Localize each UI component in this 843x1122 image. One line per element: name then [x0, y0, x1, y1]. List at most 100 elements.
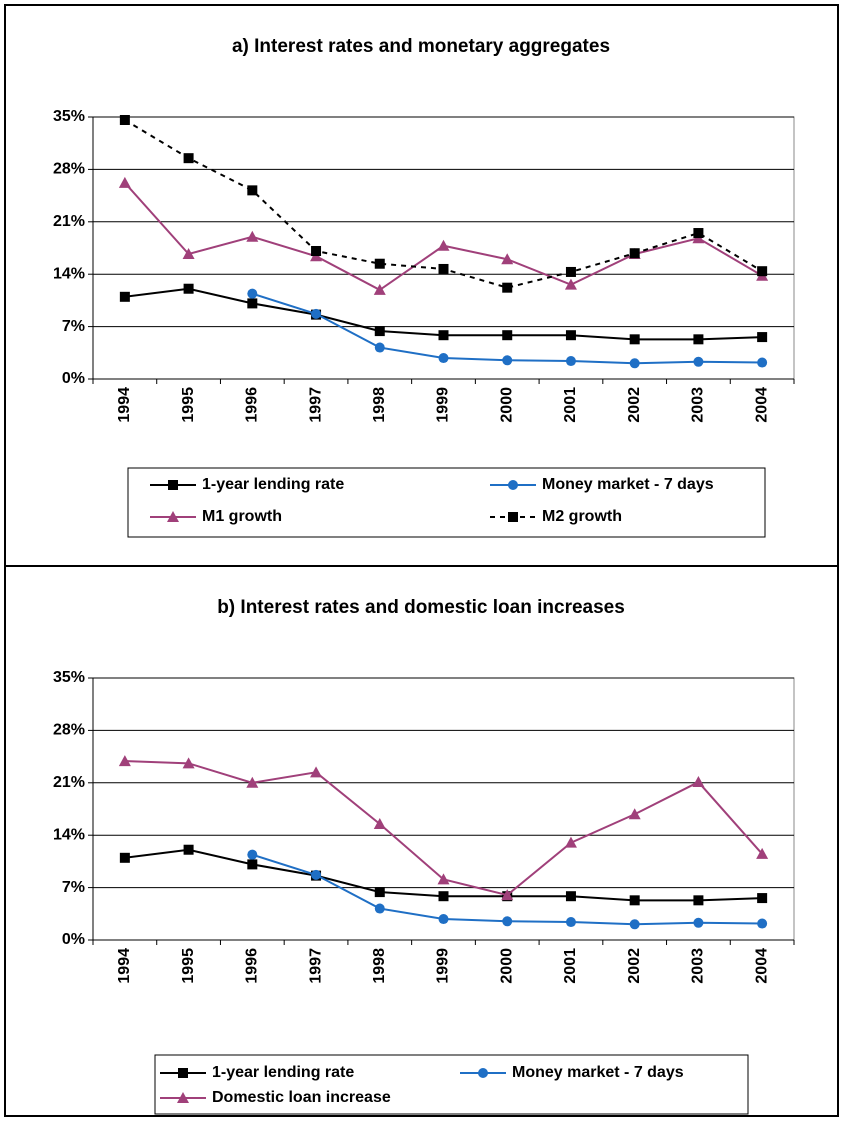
marker [182, 247, 195, 259]
x-tick-label: 2002 [626, 948, 643, 984]
marker [246, 776, 259, 788]
marker [438, 353, 449, 364]
marker [693, 228, 704, 239]
y-tick-label: 28% [53, 722, 85, 739]
chart-title: a) Interest rates and monetary aggregate… [232, 36, 610, 57]
legend-label: M1 growth [202, 508, 282, 525]
y-tick-label: 35% [53, 108, 85, 125]
marker [438, 263, 449, 274]
x-tick-label: 1999 [435, 387, 452, 423]
marker [565, 917, 576, 928]
marker [629, 895, 640, 906]
marker [183, 153, 194, 164]
x-tick-label: 1997 [307, 948, 324, 984]
y-tick-label: 35% [53, 669, 85, 686]
marker [310, 766, 323, 778]
marker [438, 914, 449, 925]
marker [177, 1092, 189, 1103]
marker [311, 308, 322, 319]
marker [501, 253, 514, 265]
x-tick-label: 1997 [307, 387, 324, 423]
marker [118, 755, 131, 767]
marker [311, 245, 322, 256]
x-tick-label: 1994 [116, 948, 133, 984]
marker [478, 1068, 488, 1078]
x-tick-label: 1999 [435, 948, 452, 984]
marker [437, 239, 450, 251]
marker [693, 917, 704, 928]
legend-label: Money market - 7 days [542, 476, 714, 493]
marker [756, 847, 769, 859]
y-tick-label: 7% [62, 318, 85, 335]
legend [127, 467, 766, 538]
legend-label: Domestic loan increase [212, 1089, 391, 1106]
marker [502, 282, 513, 293]
x-tick-label: 1998 [371, 948, 388, 984]
marker [508, 512, 518, 522]
marker [437, 873, 450, 885]
y-tick-label: 14% [53, 265, 85, 282]
marker [757, 266, 768, 277]
marker [168, 480, 178, 490]
marker [119, 852, 130, 863]
marker [247, 185, 258, 196]
marker [565, 330, 576, 341]
marker [438, 891, 449, 902]
marker [692, 776, 705, 788]
x-tick-label: 2000 [498, 387, 515, 423]
x-tick-label: 2000 [498, 948, 515, 984]
marker [374, 326, 385, 337]
marker [757, 332, 768, 343]
x-tick-label: 2001 [562, 387, 579, 423]
y-tick-label: 28% [53, 161, 85, 178]
marker [247, 849, 258, 860]
x-tick-label: 1995 [180, 948, 197, 984]
marker [629, 334, 640, 345]
x-tick-label: 2003 [690, 387, 707, 423]
x-tick-label: 2002 [626, 387, 643, 423]
marker [182, 757, 195, 769]
marker [629, 919, 640, 930]
marker [246, 230, 259, 242]
marker [183, 283, 194, 294]
marker [502, 916, 513, 927]
marker [564, 836, 577, 848]
marker [119, 114, 130, 125]
y-tick-label: 0% [62, 931, 85, 948]
x-tick-label: 2004 [753, 387, 770, 423]
marker [374, 903, 385, 914]
marker [373, 283, 386, 295]
x-tick-label: 1998 [371, 387, 388, 423]
marker [629, 248, 640, 259]
legend-label: 1-year lending rate [212, 1064, 354, 1081]
x-tick-label: 2004 [753, 948, 770, 984]
marker [438, 330, 449, 341]
marker [565, 891, 576, 902]
marker [247, 288, 258, 299]
marker [757, 357, 768, 368]
y-tick-label: 7% [62, 879, 85, 896]
marker [757, 893, 768, 904]
legend-label: Money market - 7 days [512, 1064, 684, 1081]
x-tick-label: 1996 [244, 387, 261, 423]
legend [154, 1054, 749, 1115]
marker [693, 334, 704, 345]
y-tick-label: 14% [53, 826, 85, 843]
marker [565, 356, 576, 367]
marker [183, 844, 194, 855]
marker [629, 358, 640, 369]
marker [247, 859, 258, 870]
y-tick-label: 21% [53, 774, 85, 791]
marker [565, 266, 576, 277]
marker [118, 176, 131, 188]
marker [311, 869, 322, 880]
y-tick-label: 21% [53, 213, 85, 230]
x-tick-label: 1994 [116, 387, 133, 423]
y-tick-label: 0% [62, 370, 85, 387]
x-tick-label: 1995 [180, 387, 197, 423]
marker [247, 298, 258, 309]
x-tick-label: 1996 [244, 948, 261, 984]
marker [628, 808, 641, 820]
marker [693, 895, 704, 906]
